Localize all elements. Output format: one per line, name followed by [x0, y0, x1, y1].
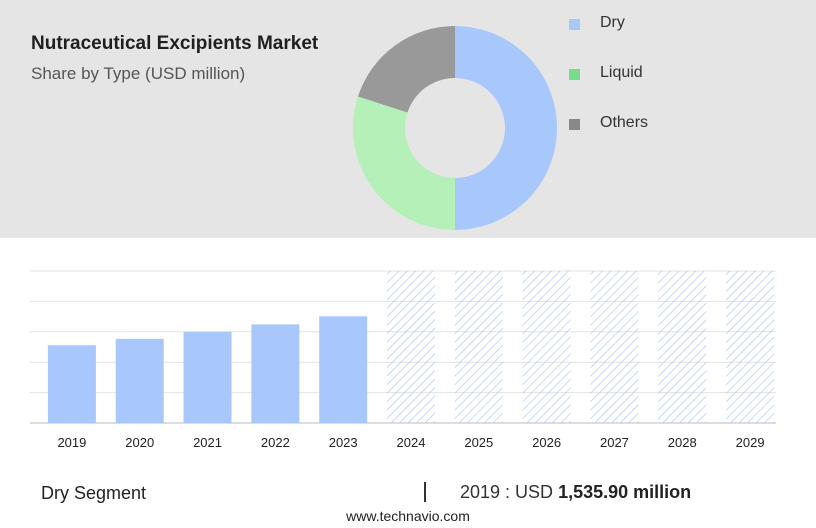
legend-swatch-dry	[569, 19, 580, 30]
forecast-bar-2027	[590, 271, 639, 423]
segment-label: Dry Segment	[41, 483, 147, 503]
bar-2022	[251, 324, 300, 423]
x-tick-label-2020: 2020	[125, 435, 154, 450]
bar-2019	[47, 345, 96, 423]
x-tick-label-2026: 2026	[532, 435, 561, 450]
donut-chart	[352, 26, 557, 230]
bar-2020	[115, 338, 164, 423]
x-tick-label-2025: 2025	[464, 435, 493, 450]
forecast-bar-2029	[726, 271, 775, 423]
footer-divider	[424, 482, 426, 502]
legend-swatch-others	[569, 119, 580, 130]
x-tick-label-2022: 2022	[261, 435, 290, 450]
forecast-bar-2025	[454, 271, 503, 423]
legend-label-others: Others	[600, 114, 649, 131]
bar-2023	[319, 316, 368, 423]
legend-label-liquid: Liquid	[600, 64, 643, 81]
chart-subtitle: Share by Type (USD million)	[31, 64, 246, 83]
forecast-bar-2026	[522, 271, 571, 423]
x-tick-label-2028: 2028	[668, 435, 697, 450]
chart-title: Nutraceutical Excipients Market	[31, 33, 319, 54]
x-tick-label-2023: 2023	[329, 435, 358, 450]
segment-value-amount: 1,535.90 million	[558, 482, 692, 502]
donut-slice-liquid	[352, 96, 455, 230]
x-tick-label-2029: 2029	[736, 435, 765, 450]
segment-value: 2019 : USD 1,535.90 million	[460, 482, 691, 503]
bar-chart: 2019 2020 2021 2022 2023 2024 2025 2026 2027 2028…	[30, 270, 776, 450]
legend-swatch-liquid	[569, 69, 580, 80]
x-tick-label-2027: 2027	[600, 435, 629, 450]
donut-slice-dry	[455, 26, 557, 230]
source-link[interactable]: www.technavio.com	[346, 508, 470, 524]
x-tick-label-2024: 2024	[397, 435, 426, 450]
x-tick-label-2021: 2021	[193, 435, 222, 450]
forecast-bar-2024	[387, 271, 435, 423]
forecast-bar-2028	[658, 271, 707, 423]
x-tick-label-2019: 2019	[57, 435, 86, 450]
legend-label-dry: Dry	[600, 14, 625, 31]
segment-year-prefix: 2019 : USD	[460, 482, 554, 502]
bar-2021	[183, 331, 232, 423]
donut-slice-others	[357, 26, 455, 113]
